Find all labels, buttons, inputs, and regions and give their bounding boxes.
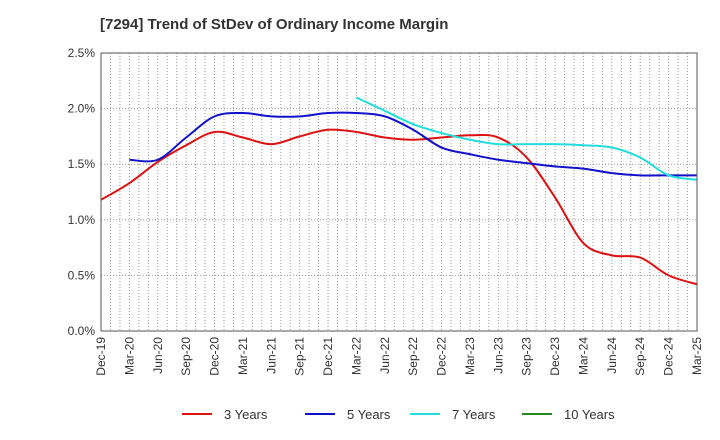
y-tick-label: 1.5% xyxy=(68,157,96,171)
plot-border xyxy=(100,52,698,332)
x-tick-label: Dec-23 xyxy=(548,337,562,376)
x-tick-label: Jun-22 xyxy=(378,337,392,374)
x-tick-label: Sep-22 xyxy=(406,337,420,376)
x-tick-label: Jun-24 xyxy=(605,337,619,374)
x-tick-label: Mar-22 xyxy=(349,337,363,375)
x-tick-label: Mar-23 xyxy=(463,337,477,375)
series-line-1 xyxy=(100,128,698,286)
grid-lines xyxy=(101,53,697,331)
series-lines xyxy=(100,96,698,286)
legend-label: 3 Years xyxy=(224,407,268,422)
x-tick-label: Dec-22 xyxy=(435,337,449,376)
x-tick-label: Sep-23 xyxy=(520,337,534,376)
x-tick-label: Mar-24 xyxy=(576,337,590,375)
x-tick-label: Jun-23 xyxy=(491,337,505,374)
series-line-2 xyxy=(129,111,697,177)
x-tick-labels: Dec-19 Mar-20 Jun-20 Sep-20 Dec-20 Mar-21 Jun-… xyxy=(94,337,704,376)
x-tick-label: Dec-19 xyxy=(94,337,108,376)
x-tick-label: Dec-20 xyxy=(208,337,222,376)
y-tick-label: 2.5% xyxy=(68,46,96,60)
series-line-3 xyxy=(356,96,698,181)
legend-label: 10 Years xyxy=(564,407,615,422)
legend: 3 Years 5 Years 7 Years 10 Years xyxy=(182,407,615,422)
chart-title: [7294] Trend of StDev of Ordinary Income… xyxy=(100,16,448,33)
y-tick-label: 1.0% xyxy=(68,213,96,227)
x-tick-label: Dec-21 xyxy=(321,337,335,376)
x-tick-label: Dec-24 xyxy=(662,337,676,376)
x-tick-label: Sep-20 xyxy=(179,337,193,376)
x-tick-label: Jun-20 xyxy=(151,337,165,374)
y-tick-labels: 0.0% 0.5% 1.0% 1.5% 2.0% 2.5% xyxy=(68,46,96,338)
y-tick-label: 0.5% xyxy=(68,268,96,282)
plot-area xyxy=(101,53,697,331)
x-tick-label: Mar-20 xyxy=(122,337,136,375)
x-tick-label: Jun-21 xyxy=(264,337,278,374)
y-tick-label: 2.0% xyxy=(68,102,96,116)
x-tick-label: Sep-21 xyxy=(293,337,307,376)
x-tick-label: Mar-21 xyxy=(236,337,250,375)
legend-label: 5 Years xyxy=(347,407,391,422)
legend-label: 7 Years xyxy=(452,407,496,422)
x-tick-label: Mar-25 xyxy=(690,337,704,375)
x-tick-label: Sep-24 xyxy=(633,337,647,376)
y-tick-label: 0.0% xyxy=(68,324,96,338)
